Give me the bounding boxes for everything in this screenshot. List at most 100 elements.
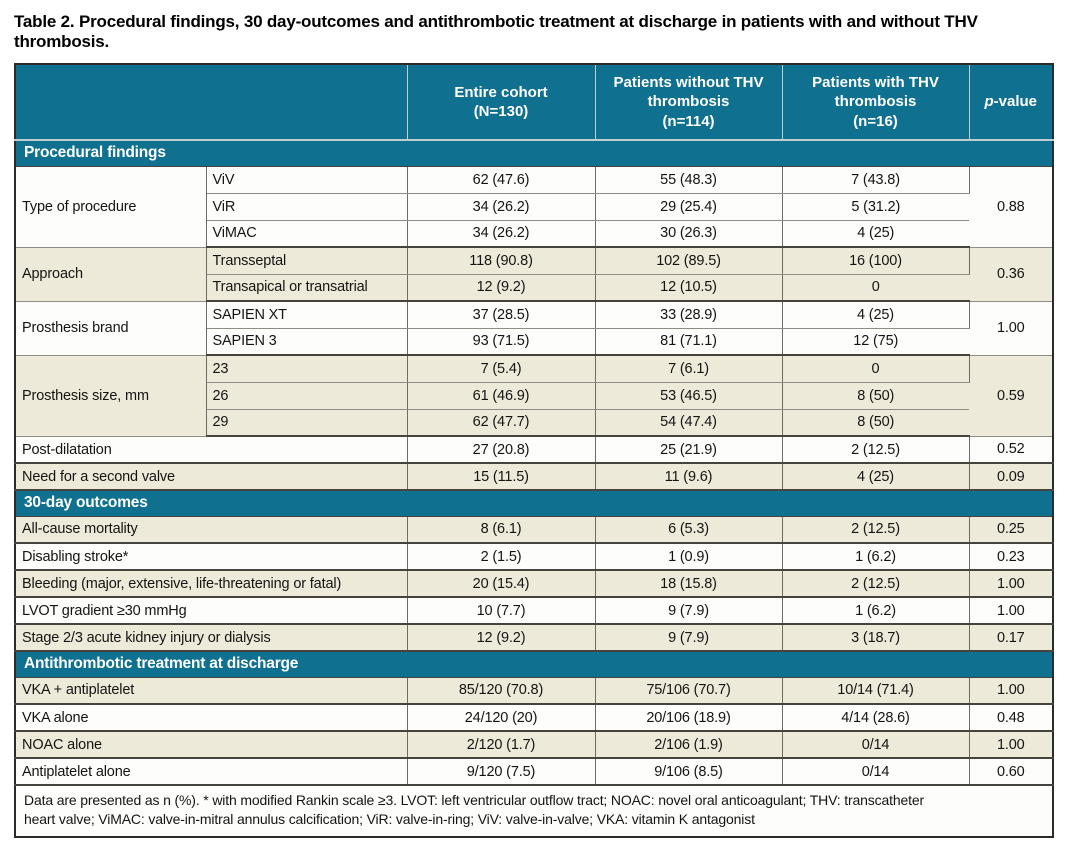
data-cell: 118 (90.8) [407, 247, 596, 275]
p-value-cell: 0.09 [969, 463, 1053, 491]
table-row: VKA alone 24/120 (20) 20/106 (18.9) 4/14 (2… [15, 704, 1053, 732]
header-col-entire-cohort: Entire cohort (N=130) [407, 64, 596, 141]
row-label: Prosthesis brand [15, 301, 207, 356]
table-row: Need for a second valve 15 (11.5) 11 (9.6)… [15, 463, 1053, 491]
data-cell: 25 (21.9) [595, 436, 783, 464]
p-value-cell: 0.60 [969, 758, 1053, 786]
row-label: Prosthesis size, mm [15, 355, 207, 437]
data-cell: 2 (12.5) [782, 570, 970, 598]
header-col-with-thv: Patients with THV thrombosis (n=16) [782, 64, 970, 141]
p-value-cell: 1.00 [969, 677, 1053, 705]
data-cell: 24/120 (20) [407, 704, 596, 732]
data-cell: 1 (6.2) [782, 597, 970, 625]
data-cell: 9 (7.9) [595, 597, 783, 625]
row-label: VKA alone [15, 704, 408, 732]
p-value-cell: 0.88 [969, 166, 1053, 248]
data-cell: 0/14 [782, 758, 970, 786]
row-sublabel: SAPIEN XT [206, 301, 408, 329]
data-cell: 0/14 [782, 731, 970, 759]
row-label: Post-dilatation [15, 436, 408, 464]
table-row: ViMAC 34 (26.2) 30 (26.3) 4 (25) [15, 220, 1053, 248]
section-header-row: Antithrombotic treatment at discharge [15, 650, 1053, 678]
data-cell: 102 (89.5) [595, 247, 783, 275]
data-cell: 1 (0.9) [595, 543, 783, 571]
p-value-cell: 0.25 [969, 516, 1053, 544]
row-sublabel: ViR [206, 193, 408, 221]
row-sublabel: Transseptal [206, 247, 408, 275]
p-value-italic: p [984, 93, 994, 111]
data-cell: 54 (47.4) [595, 409, 783, 437]
table-row: Post-dilatation 27 (20.8) 25 (21.9) 2 (12.5… [15, 436, 1053, 464]
data-cell: 6 (5.3) [595, 516, 783, 544]
row-label: All-cause mortality [15, 516, 408, 544]
p-value-cell: 1.00 [969, 597, 1053, 625]
table-footer: Data are presented as n (%). * with modi… [15, 784, 1053, 837]
footnote-row: Data are presented as n (%). * with modi… [15, 784, 1053, 837]
data-table: Entire cohort (N=130) Patients without T… [14, 63, 1054, 838]
row-sublabel: 26 [206, 382, 408, 410]
table-row: Type of procedure ViV 62 (47.6) 55 (48.3) 7 … [15, 166, 1053, 248]
data-cell: 9/106 (8.5) [595, 758, 783, 786]
data-cell: 4 (25) [782, 463, 970, 491]
header-col-without-thv: Patients without THV thrombosis (n=114) [595, 64, 783, 141]
data-cell: 30 (26.3) [595, 220, 783, 248]
data-cell: 7 (6.1) [595, 355, 783, 383]
table-row: Prosthesis size, mm 23 7 (5.4) 7 (6.1) 0 0.59 [15, 355, 1053, 437]
table-row: VKA + antiplatelet 85/120 (70.8) 75/106 (7… [15, 677, 1053, 705]
data-cell: 20 (15.4) [407, 570, 596, 598]
data-cell: 93 (71.5) [407, 328, 596, 356]
data-cell: 7 (5.4) [407, 355, 596, 383]
data-cell: 3 (18.7) [782, 624, 970, 652]
table-row: Disabling stroke* 2 (1.5) 1 (0.9) 1 (6.2) 0.… [15, 543, 1053, 571]
table-row: Transapical or transatrial 12 (9.2) 12 (10… [15, 274, 1053, 302]
table-row: Stage 2/3 acute kidney injury or dialysi… [15, 624, 1053, 652]
data-cell: 62 (47.6) [407, 166, 596, 194]
header-row: Entire cohort (N=130) Patients without T… [15, 64, 1053, 141]
row-label: Approach [15, 247, 207, 302]
data-cell: 1 (6.2) [782, 543, 970, 571]
data-cell: 55 (48.3) [595, 166, 783, 194]
row-label: LVOT gradient ≥30 mmHg [15, 597, 408, 625]
data-cell: 12 (75) [782, 328, 969, 356]
data-cell: 8 (50) [782, 409, 969, 437]
table-row: 29 62 (47.7) 54 (47.4) 8 (50) [15, 409, 1053, 437]
data-cell: 0 [782, 274, 969, 302]
row-sublabel: Transapical or transatrial [206, 274, 408, 302]
row-label: Antiplatelet alone [15, 758, 408, 786]
row-sublabel: ViV [206, 166, 408, 194]
data-cell: 2 (1.5) [407, 543, 596, 571]
p-value-cell: 0.36 [969, 247, 1053, 302]
row-label: Bleeding (major, extensive, life-threate… [15, 570, 408, 598]
data-cell: 20/106 (18.9) [595, 704, 783, 732]
data-cell: 15 (11.5) [407, 463, 596, 491]
data-cell: 10 (7.7) [407, 597, 596, 625]
data-cell: 9 (7.9) [595, 624, 783, 652]
p-value-cell: 0.17 [969, 624, 1053, 652]
row-sublabel: 29 [206, 409, 408, 437]
table-row: ViR 34 (26.2) 29 (25.4) 5 (31.2) [15, 193, 1053, 221]
header-empty-cell [15, 64, 408, 141]
p-value-cell: 0.59 [969, 355, 1053, 437]
p-value-cell: 0.52 [969, 436, 1053, 464]
data-cell: 10/14 (71.4) [782, 677, 970, 705]
data-cell: 62 (47.7) [407, 409, 596, 437]
data-cell: 2 (12.5) [782, 516, 970, 544]
table-header: Entire cohort (N=130) Patients without T… [15, 64, 1053, 141]
row-label: NOAC alone [15, 731, 408, 759]
data-cell: 2/120 (1.7) [407, 731, 596, 759]
section-header-label: Procedural findings [15, 140, 1053, 167]
data-cell: 61 (46.9) [407, 382, 596, 410]
table-title: Table 2. Procedural findings, 30 day-out… [14, 12, 978, 51]
data-cell: 5 (31.2) [782, 193, 969, 221]
table-row: Bleeding (major, extensive, life-threate… [15, 570, 1053, 598]
p-value-cell: 1.00 [969, 570, 1053, 598]
data-cell: 37 (28.5) [407, 301, 596, 329]
table-row: Prosthesis brand SAPIEN XT 37 (28.5) 33 (28… [15, 301, 1053, 356]
p-value-cell: 1.00 [969, 301, 1053, 356]
section-header-label: 30-day outcomes [15, 489, 1053, 517]
row-label: Type of procedure [15, 166, 207, 248]
header-col-p-value: p-value [969, 64, 1053, 141]
data-cell: 33 (28.9) [595, 301, 783, 329]
data-cell: 29 (25.4) [595, 193, 783, 221]
